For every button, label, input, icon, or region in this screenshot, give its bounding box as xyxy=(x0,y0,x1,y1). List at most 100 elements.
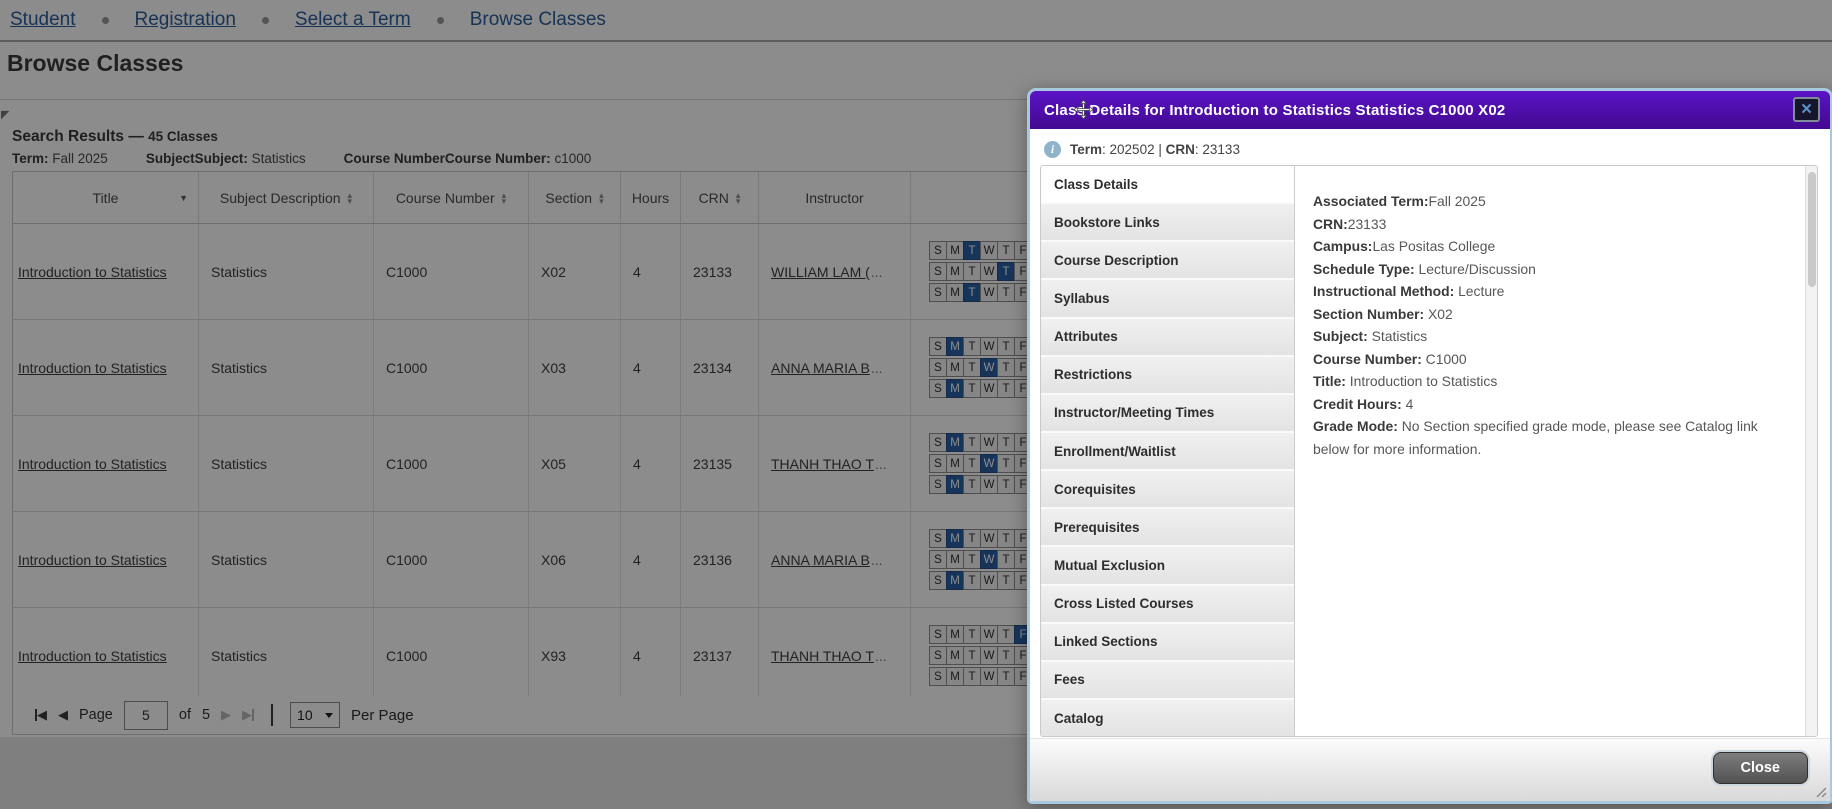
day-box-t: T xyxy=(997,433,1015,452)
class-title-link[interactable]: Introduction to Statistics xyxy=(18,647,167,664)
page-number-input[interactable] xyxy=(123,700,168,730)
cell-subject: Statistics xyxy=(199,224,374,319)
detail-label: Campus: xyxy=(1313,238,1373,254)
detail-lines: Associated Term:Fall 2025 CRN:23133 Campus… xyxy=(1313,190,1791,460)
cell-title: Introduction to Statistics xyxy=(13,416,199,511)
detail-label: Course Number: xyxy=(1313,350,1422,367)
per-page-value: 10 xyxy=(297,707,313,723)
column-header-title[interactable]: Title ▼ xyxy=(13,172,199,223)
modal-nav-linked-sections[interactable]: Linked Sections xyxy=(1041,623,1294,662)
modal-nav-bookstore-links[interactable]: Bookstore Links xyxy=(1041,204,1294,243)
column-header-course-number[interactable]: Course Number ▴ ▾ xyxy=(374,172,529,223)
modal-header[interactable]: Class Details for Introduction to Statis… xyxy=(1030,91,1830,129)
column-header-crn[interactable]: CRN ▴ ▾ xyxy=(681,172,759,223)
column-header-label: Section xyxy=(545,189,593,206)
detail-value: 23133 xyxy=(1347,215,1387,232)
breadcrumb-separator-dot xyxy=(436,16,444,24)
modal-nav-mutual-exclusion[interactable]: Mutual Exclusion xyxy=(1041,547,1294,586)
last-page-button[interactable]: ▶ xyxy=(242,707,255,722)
day-box-s: S xyxy=(929,646,947,665)
truncation-ellipsis: ... xyxy=(874,455,887,472)
instructor-link[interactable]: THANH THAO T xyxy=(771,455,874,472)
detail-value: 4 xyxy=(1401,395,1414,412)
day-box-t: T xyxy=(997,667,1015,686)
detail-label: Associated Term: xyxy=(1313,193,1429,209)
class-title-link[interactable]: Introduction to Statistics xyxy=(18,263,167,280)
instructor-link[interactable]: WILLIAM LAM ( xyxy=(771,263,870,280)
instructor-link[interactable]: THANH THAO T xyxy=(771,647,874,664)
first-page-button[interactable]: ◀ xyxy=(35,707,47,722)
instructor-link[interactable]: ANNA MARIA B xyxy=(771,551,870,568)
class-title-link[interactable]: Introduction to Statistics xyxy=(18,455,167,472)
modal-nav-prerequisites[interactable]: Prerequisites xyxy=(1041,509,1294,548)
modal-nav-course-description[interactable]: Course Description xyxy=(1041,242,1294,281)
class-title-link[interactable]: Introduction to Statistics xyxy=(18,551,167,568)
breadcrumb-registration[interactable]: Registration xyxy=(134,9,236,30)
scrollbar-track[interactable] xyxy=(1805,166,1817,736)
modal-nav-attributes[interactable]: Attributes xyxy=(1041,318,1294,357)
breadcrumb-select-a-term[interactable]: Select a Term xyxy=(294,9,411,30)
day-box-t: T xyxy=(963,529,981,548)
column-header-label: Course Number xyxy=(395,189,495,206)
column-header-instructor: Instructor xyxy=(759,172,911,223)
cell-instructor: THANH THAO T... xyxy=(759,416,911,511)
modal-nav-fees[interactable]: Fees xyxy=(1041,661,1294,700)
table-header-row: Title ▼ Subject Description ▴ ▾ Course Number… xyxy=(13,172,1819,224)
day-box-t: T xyxy=(963,454,981,473)
modal-nav-corequisites[interactable]: Corequisites xyxy=(1041,471,1294,510)
close-icon[interactable]: × xyxy=(1793,97,1820,122)
detail-line: Title: Introduction to Statistics xyxy=(1313,370,1791,393)
detail-value: Lecture xyxy=(1454,283,1505,299)
cell-hours: 4 xyxy=(621,224,681,319)
info-separator: | xyxy=(1158,142,1162,157)
instructor-link[interactable]: ANNA MARIA B xyxy=(771,359,870,376)
column-header-label: Hours xyxy=(631,189,670,206)
detail-line: Section Number: X02 xyxy=(1313,303,1791,326)
next-page-button[interactable]: ▶ xyxy=(221,707,232,722)
detail-value: Lecture/Discussion xyxy=(1414,260,1536,277)
column-header-subject-description[interactable]: Subject Description ▴ ▾ xyxy=(199,172,374,223)
modal-nav-restrictions[interactable]: Restrictions xyxy=(1041,356,1294,395)
cell-hours: 4 xyxy=(621,512,681,607)
cell-section: X02 xyxy=(529,224,621,319)
cell-hours: 4 xyxy=(621,320,681,415)
modal-nav-cross-listed-courses[interactable]: Cross Listed Courses xyxy=(1041,585,1294,624)
breadcrumb-separator-dot xyxy=(101,16,109,24)
detail-value: X02 xyxy=(1424,305,1453,322)
sort-toggle-icon: ▴ ▾ xyxy=(501,189,507,206)
day-box-t: T xyxy=(997,337,1015,356)
modal-nav-instructor-meeting-times[interactable]: Instructor/Meeting Times xyxy=(1041,394,1294,433)
per-page-select[interactable]: 10 xyxy=(290,702,341,728)
class-details-pane: Associated Term:Fall 2025 CRN:23133 Campus… xyxy=(1295,166,1817,736)
day-box-t: T xyxy=(997,625,1015,644)
modal-content-box: Class Details Bookstore Links Course Descr… xyxy=(1040,165,1818,737)
cell-title: Introduction to Statistics xyxy=(13,512,199,607)
cell-instructor: ANNA MARIA B... xyxy=(759,320,911,415)
resize-handle-icon[interactable] xyxy=(1814,785,1827,798)
detail-value: Las Positas College xyxy=(1372,238,1496,254)
truncation-ellipsis: ... xyxy=(870,359,883,376)
class-title-link[interactable]: Introduction to Statistics xyxy=(18,359,167,376)
modal-nav-class-details[interactable]: Class Details xyxy=(1041,166,1294,205)
previous-page-button[interactable]: ◀ xyxy=(58,707,68,722)
close-button[interactable]: Close xyxy=(1712,752,1808,784)
column-header-label: Subject Description xyxy=(219,189,341,206)
detail-label: Schedule Type: xyxy=(1313,260,1415,277)
cell-section: X93 xyxy=(529,608,621,703)
search-results-heading: Search Results — 45 Classes xyxy=(12,128,218,146)
column-header-section[interactable]: Section ▴ ▾ xyxy=(529,172,621,223)
panel-collapse-caret-icon[interactable]: ◤ xyxy=(1,109,10,121)
sort-toggle-icon: ▴ ▾ xyxy=(347,189,353,206)
modal-nav-catalog[interactable]: Catalog xyxy=(1041,699,1294,736)
modal-nav-enrollment-waitlist[interactable]: Enrollment/Waitlist xyxy=(1041,432,1294,472)
page-title: Browse Classes xyxy=(7,50,184,76)
scrollbar-thumb[interactable] xyxy=(1808,172,1816,287)
detail-line: Schedule Type: Lecture/Discussion xyxy=(1313,258,1791,281)
breadcrumb-student[interactable]: Student xyxy=(10,9,76,30)
cell-section: X06 xyxy=(529,512,621,607)
modal-info-text: Term: 202502 | CRN: 23133 xyxy=(1070,142,1240,157)
modal-nav-syllabus[interactable]: Syllabus xyxy=(1041,280,1294,319)
breadcrumb-separator-dot xyxy=(261,16,269,24)
